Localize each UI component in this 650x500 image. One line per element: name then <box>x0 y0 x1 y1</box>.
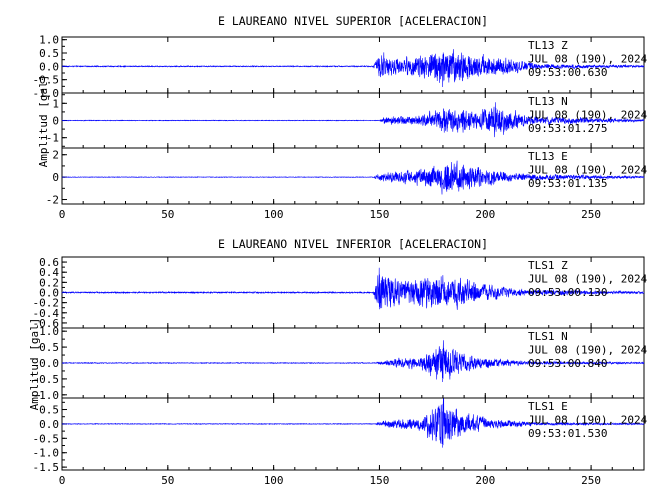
y-tick-label: -0.6 <box>33 317 60 330</box>
x-tick-label: 250 <box>581 208 601 221</box>
x-tick-label: 50 <box>161 208 174 221</box>
y-tick-label: -1.0 <box>33 389 60 402</box>
station-component-label: TL13 Z <box>528 39 568 52</box>
time-label: 09:53:00.130 <box>528 286 607 299</box>
y-tick-label: 0.4 <box>39 266 59 279</box>
y-tick-label: 0.0 <box>39 287 59 300</box>
chart-superior: E LAUREANO NIVEL SUPERIOR [ACELERACION] … <box>33 14 648 221</box>
y-tick-label: 2 <box>52 149 59 162</box>
x-tick-label: 200 <box>475 474 495 487</box>
date-label: JUL 08 (190), 2024 <box>528 53 648 66</box>
y-tick-label: 1 <box>52 97 59 110</box>
waveform-line <box>61 160 645 195</box>
x-tick-label: 250 <box>581 474 601 487</box>
time-label: 09:53:01.530 <box>528 427 607 440</box>
y-tick-label: -0.4 <box>33 307 60 320</box>
y-tick-label: 0 <box>52 115 59 128</box>
y-tick-label: -2 <box>46 194 59 207</box>
y-tick-label: -1.0 <box>33 447 60 460</box>
x-tick-label: 150 <box>370 208 390 221</box>
x-axis: 0 50 100 150 200 250 <box>59 474 601 487</box>
x-tick-label: 100 <box>264 474 284 487</box>
x-tick-label: 50 <box>161 474 174 487</box>
y-tick-label: -0.5 <box>33 432 60 445</box>
waveform-line <box>61 102 645 138</box>
y-tick-label: 0.0 <box>39 418 59 431</box>
y-tick-label: 0.0 <box>39 60 59 73</box>
x-axis: 0 50 100 150 200 250 <box>59 208 601 221</box>
y-tick-label: -0.5 <box>33 373 60 386</box>
y-axis-label: Amplitud [gal] <box>37 75 50 168</box>
date-label: JUL 08 (190), 2024 <box>528 414 648 427</box>
station-component-label: TL13 N <box>528 95 568 108</box>
waveform-line <box>61 267 645 310</box>
x-tick-label: 0 <box>59 208 66 221</box>
trace-frame <box>61 147 645 205</box>
time-label: 09:53:01.275 <box>528 122 607 135</box>
waveform-line <box>61 398 645 448</box>
y-tick-label: -1.0 <box>33 87 60 100</box>
x-tick-label: 200 <box>475 208 495 221</box>
x-tick-label: 100 <box>264 208 284 221</box>
x-tick-label: 0 <box>59 474 66 487</box>
chart-inferior: E LAUREANO NIVEL INFERIOR [ACELERACION] … <box>28 237 648 487</box>
station-component-label: TLS1 N <box>528 330 568 343</box>
y-tick-label: -0.5 <box>33 74 60 87</box>
time-label: 09:53:00.630 <box>528 66 607 79</box>
y-axis-label: Amplitud [gal] <box>28 318 41 411</box>
y-tick-label: -1.5 <box>33 461 60 474</box>
y-tick-label: 0.5 <box>39 404 59 417</box>
time-label: 09:53:00.840 <box>528 357 607 370</box>
time-label: 09:53:01.135 <box>528 177 607 190</box>
y-tick-label: -0.2 <box>33 297 60 310</box>
y-tick-label: 0.0 <box>39 357 59 370</box>
chart-title: E LAUREANO NIVEL INFERIOR [ACELERACION] <box>218 237 488 251</box>
y-tick-label: 0 <box>52 171 59 184</box>
date-label: JUL 08 (190), 2024 <box>528 164 648 177</box>
y-tick-label: 1.0 <box>39 325 59 338</box>
station-component-label: TLS1 Z <box>528 259 568 272</box>
y-tick-label: 0.2 <box>39 276 59 289</box>
y-tick-label: 0.5 <box>39 47 59 60</box>
y-tick-label: 0.6 <box>39 256 59 269</box>
date-label: JUL 08 (190), 2024 <box>528 273 648 286</box>
station-component-label: TLS1 E <box>528 400 568 413</box>
station-component-label: TL13 E <box>528 150 568 163</box>
date-label: JUL 08 (190), 2024 <box>528 109 648 122</box>
y-tick-label: -1 <box>46 132 59 145</box>
x-tick-label: 150 <box>370 474 390 487</box>
chart-title: E LAUREANO NIVEL SUPERIOR [ACELERACION] <box>218 14 488 28</box>
date-label: JUL 08 (190), 2024 <box>528 344 648 357</box>
trace-frame <box>61 397 645 471</box>
waveform-line <box>61 340 645 382</box>
waveform-line <box>61 49 645 88</box>
y-tick-label: 0.5 <box>39 341 59 354</box>
y-tick-label: 1.0 <box>39 34 59 47</box>
